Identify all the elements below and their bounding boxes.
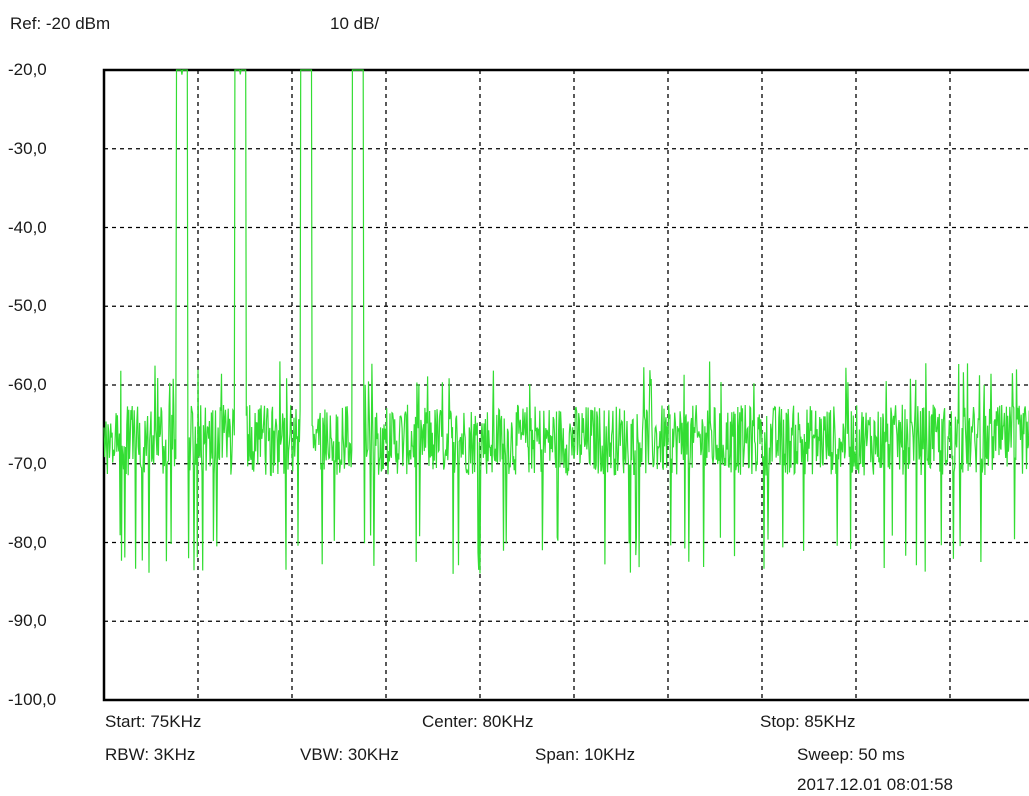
center-freq-label: Center: 80KHz [422, 712, 534, 731]
stop-freq-label: Stop: 85KHz [760, 712, 856, 731]
y-tick-label: -60,0 [8, 375, 47, 394]
rbw-label: RBW: 3KHz [105, 745, 196, 764]
start-freq-label: Start: 75KHz [105, 712, 202, 731]
y-tick-label: -30,0 [8, 138, 47, 158]
vbw-label: VBW: 30KHz [300, 745, 399, 764]
span-label: Span: 10KHz [535, 745, 636, 764]
sweep-label: Sweep: 50 ms [797, 745, 905, 764]
y-tick-label: -100,0 [8, 690, 57, 709]
timestamp-label: 2017.12.01 08:01:58 [797, 775, 953, 794]
y-tick-label: -50,0 [8, 296, 47, 316]
ref-level-label: Ref: -20 dBm [10, 14, 111, 33]
y-tick-label: -70,0 [8, 453, 47, 473]
y-tick-label: -20,0 [8, 60, 47, 79]
y-tick-label: -80,0 [8, 532, 47, 552]
grid-lines [104, 70, 1029, 700]
spectrum-trace [103, 69, 1029, 574]
y-tick-label: -40,0 [8, 217, 47, 237]
y-tick-label: -90,0 [8, 611, 47, 631]
scale-label: 10 dB/ [330, 14, 380, 33]
